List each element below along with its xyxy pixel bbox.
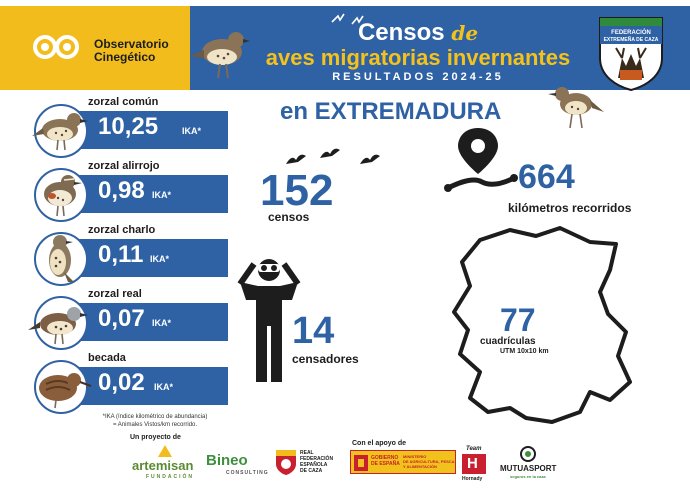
ika-unit: IKA* [152, 190, 172, 200]
ika-value: 0,07 [98, 305, 145, 332]
team-label: Team [466, 446, 482, 452]
hornady-logo-icon: H [462, 454, 486, 474]
extremadura-map-icon [452, 226, 632, 424]
ministry-logo: GOBIERNO DE ESPAÑA MINISTERIO DE AGRICUL… [350, 450, 456, 474]
species-row: zorzal charlo 0,11 IKA* [34, 224, 228, 288]
header-left-band [0, 6, 190, 90]
report-title: Censos de aves migratorias invernantes R… [265, 19, 571, 84]
project-label: Un proyecto de [130, 434, 181, 441]
species-row: zorzal real 0,07 IKA* [28, 288, 228, 352]
species-row: becada 0,02 IKA* [34, 352, 228, 416]
rfec-crest-icon [276, 450, 296, 475]
header-thrush-icon [190, 32, 250, 79]
flying-birds-icon [331, 13, 364, 25]
censos-count: 152 [260, 166, 334, 215]
organization-name: Observatorio Cinegético [94, 37, 169, 64]
species-row: zorzal común 10,25 IKA* [32, 96, 228, 160]
cuadriculas-sublabel: UTM 10x10 km [500, 348, 549, 355]
species-row: zorzal alirrojo 0,98 IKA* [34, 160, 228, 224]
censadores-count: 14 [292, 310, 335, 352]
artemisan-logo: artemisan [132, 458, 194, 473]
value-bar [74, 303, 228, 341]
mistle-thrush-icon [49, 235, 74, 282]
cuadriculas-count: 77 [500, 302, 536, 338]
km-label: kilómetros recorridos [508, 201, 632, 215]
value-bar [74, 111, 228, 149]
song-thrush-icon [32, 113, 88, 151]
government-label: GOBIERNO DE ESPAÑA [371, 455, 400, 467]
ministry-label: MINISTERIO DE AGRICULTURA, PESCA Y ALIME… [403, 454, 455, 469]
ika-value: 0,98 [98, 177, 145, 204]
value-bar [74, 367, 228, 405]
rfec-logo: REAL FEDERACIÓN ESPAÑOLA DE CAZA [300, 450, 334, 474]
hornady-logo: Hornady [462, 476, 483, 482]
bineo-logo: Bineo [206, 452, 248, 469]
cuadriculas-label: cuadrículas [480, 336, 536, 347]
census-taker-icon [237, 259, 301, 382]
ika-footnote: *IKA (índice kilométrico de abundancia) … [102, 414, 208, 428]
region-title: en EXTREMADURA [280, 98, 502, 125]
mutuasport-logo: MUTUASPORT [500, 464, 557, 473]
woodcock-icon [39, 373, 92, 409]
redwing-icon [44, 175, 82, 217]
value-bar [74, 239, 228, 277]
flying-birds-icon [286, 148, 380, 164]
ika-unit: IKA* [154, 382, 174, 392]
svg-text:EXTREMEÑA DE CAZA: EXTREMEÑA DE CAZA [604, 36, 659, 43]
support-label: Con el apoyo de [352, 440, 407, 447]
route-pin-icon [444, 128, 518, 192]
svg-text:FEDERACIÓN: FEDERACIÓN [611, 28, 651, 36]
ika-unit: IKA* [150, 254, 170, 264]
artemisan-logo-icon [158, 445, 172, 457]
spain-coat-icon [354, 455, 368, 471]
ika-value: 0,02 [98, 369, 145, 396]
mutuasport-logo-icon [520, 446, 536, 462]
fieldfare-icon [28, 307, 88, 345]
km-count: 664 [518, 158, 575, 196]
observatorio-logo-icon [33, 35, 79, 59]
perched-thrush-icon [548, 87, 604, 129]
federation-shield-icon: FEDERACIÓN EXTREMEÑA DE CAZA [599, 17, 663, 92]
ika-unit: IKA* [152, 318, 172, 328]
ika-value: 10,25 [98, 113, 159, 140]
value-bar [74, 175, 228, 213]
censos-label: censos [268, 210, 310, 224]
censadores-label: censadores [292, 352, 359, 366]
ika-value: 0,11 [98, 241, 144, 268]
ika-unit: IKA* [182, 126, 202, 136]
